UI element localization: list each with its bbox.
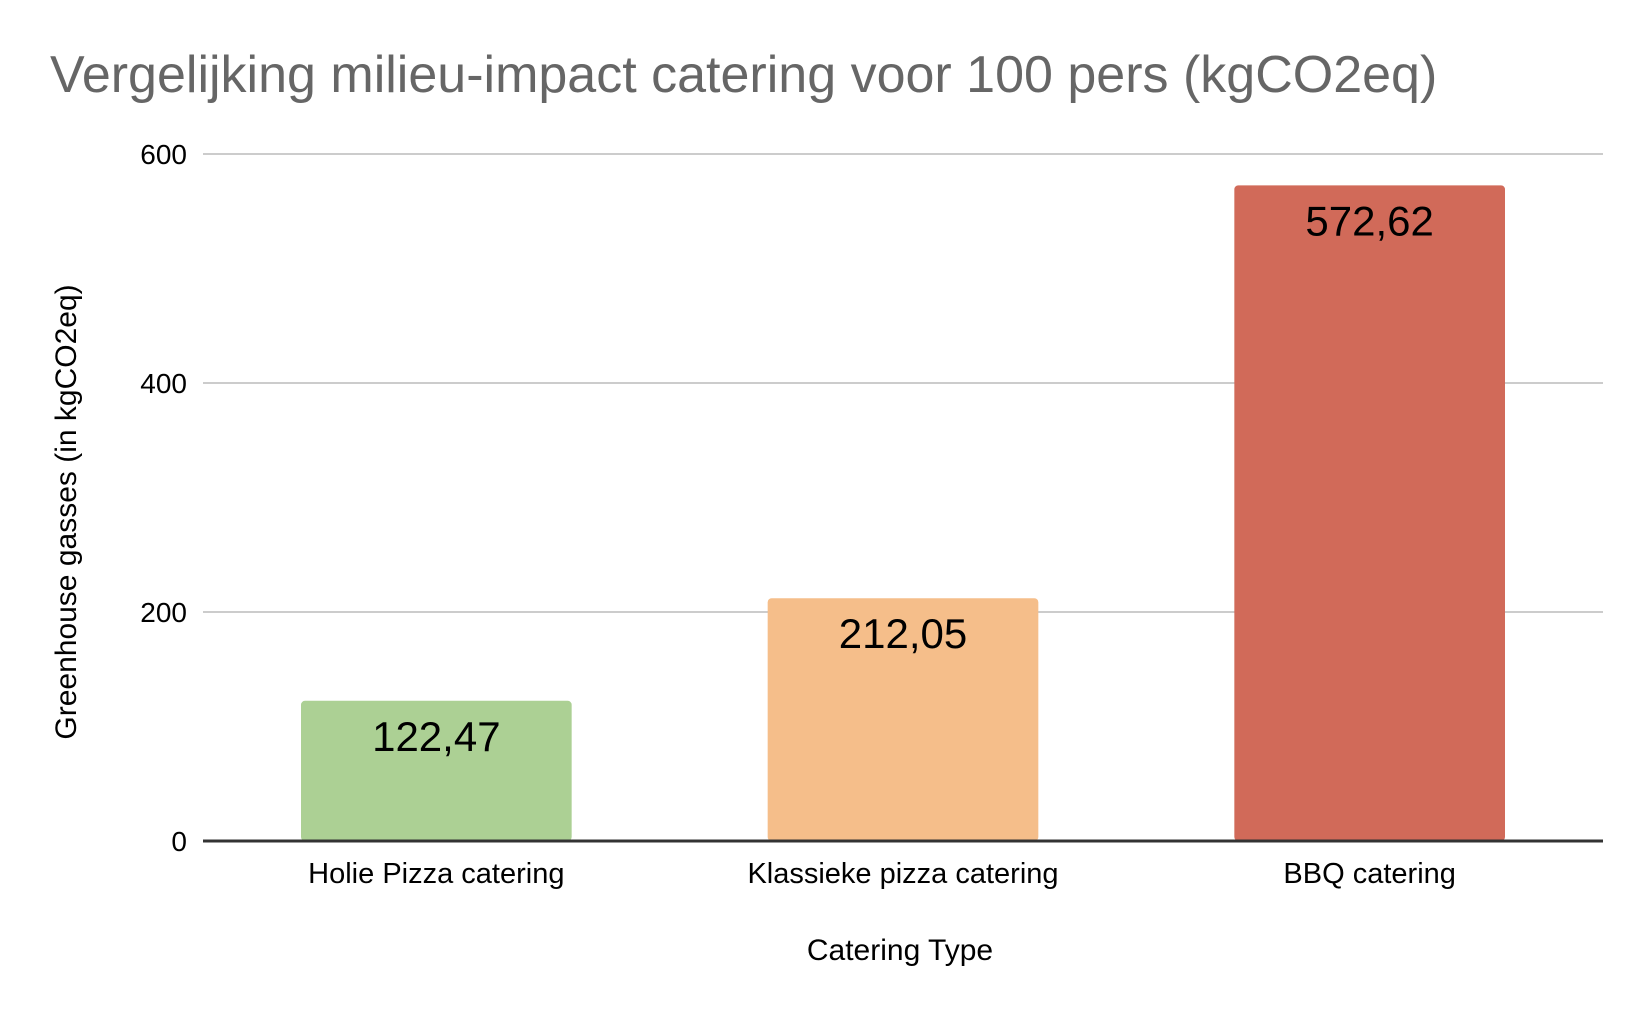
x-axis-categories: Holie Pizza catering Klassieke pizza cate…: [308, 858, 1456, 890]
bar: [767, 598, 1039, 841]
data-labels: 122,47 212,05 572,62: [372, 197, 1434, 759]
bars: [301, 185, 1505, 841]
x-category-label: Holie Pizza catering: [308, 858, 564, 890]
y-tick-label: 600: [140, 139, 187, 170]
y-axis-title: Greenhouse gasses (in kgCO2eq): [50, 284, 83, 739]
chart-title: Vergelijking milieu-impact catering voor…: [50, 46, 1437, 104]
x-category-label: BBQ catering: [1283, 858, 1455, 890]
data-label: 122,47: [372, 713, 500, 760]
x-axis-title: Catering Type: [807, 934, 993, 967]
y-axis-ticks: 0 200 400 600: [140, 139, 187, 857]
y-tick-label: 200: [140, 597, 187, 628]
y-tick-label: 0: [171, 826, 187, 857]
data-label: 572,62: [1305, 197, 1433, 244]
data-label: 212,05: [839, 610, 967, 657]
bar: [1234, 185, 1505, 841]
x-category-label: Klassieke pizza catering: [747, 858, 1058, 890]
y-tick-label: 400: [140, 368, 187, 399]
bar: [301, 700, 572, 841]
